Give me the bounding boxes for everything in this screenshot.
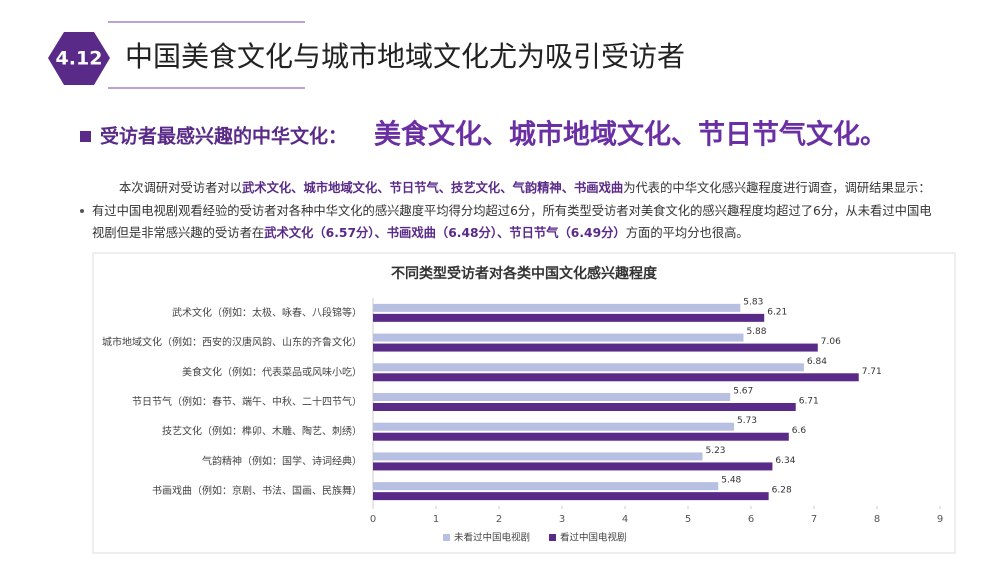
bullet: 有过中国电视剧观看经验的受访者对各种中华文化的感兴趣度平均得分均超过6分，所有类…	[92, 200, 942, 244]
bar	[373, 363, 804, 372]
x-tick-label: 0	[370, 514, 376, 525]
y-tick-label: 书画戏曲（例如：京剧、书法、国画、民族舞）	[152, 484, 362, 497]
data-label: 6.71	[799, 397, 819, 407]
data-label: 6.34	[775, 456, 795, 466]
legend-swatch	[443, 534, 450, 541]
data-label: 5.48	[721, 476, 741, 486]
text: 有过中国电视剧观看经验的受访者对各种中华文化的感兴趣度平均得分均超过6分，所有类…	[92, 204, 932, 240]
bar	[373, 373, 859, 382]
legend-label: 未看过中国电视剧	[454, 532, 530, 544]
intro: 本次调研对受访者对以武术文化、城市地域文化、节日节气、技艺文化、气韵精神、书画戏…	[119, 177, 959, 199]
data-label: 5.73	[737, 416, 757, 426]
x-tick-label: 5	[685, 514, 691, 525]
y-tick-label: 气韵精神（例如：国学、诗词经典）	[202, 454, 362, 467]
data-label: 5.23	[705, 446, 725, 456]
text-bold: 武术文化、城市地域文化、节日节气、技艺文化、气韵精神、书画戏曲	[241, 181, 624, 195]
bar	[373, 333, 744, 342]
x-tick-label: 2	[496, 514, 502, 525]
x-tick-label: 9	[937, 514, 943, 525]
bar	[373, 462, 773, 471]
y-tick-label: 城市地域文化（例如：西安的汉唐风韵、山东的齐鲁文化）	[102, 336, 362, 349]
chart-title: 不同类型受访者对各类中国文化感兴趣程度	[391, 265, 658, 282]
square-bullet	[80, 131, 91, 142]
bar	[373, 482, 719, 491]
y-tick-label: 节日节气（例如：春节、端午、中秋、二十四节气）	[132, 395, 362, 408]
subheading: 受访者最感兴趣的中华文化：	[100, 125, 347, 148]
x-tick-label: 7	[811, 514, 817, 525]
data-label: 5.67	[733, 387, 753, 397]
legend-swatch	[549, 534, 557, 541]
data-label: 5.83	[743, 297, 763, 307]
x-tick-label: 3	[559, 514, 565, 525]
text-bold: 武术文化（6.57分）、书画戏曲（6.48分）、节日节气（6.49分）	[264, 226, 626, 240]
bar	[373, 492, 769, 501]
bar	[373, 393, 731, 401]
bullet-dot	[80, 209, 84, 213]
badge	[48, 32, 110, 85]
chart-frame	[92, 252, 956, 554]
x-tick-label: 4	[622, 514, 628, 525]
bar	[373, 432, 789, 441]
data-label: 7.06	[821, 337, 841, 347]
data-label: 6.28	[772, 486, 792, 496]
data-label: 6.84	[807, 357, 827, 367]
y-tick-label: 武术文化（例如：太极、咏春、八段锦等）	[172, 306, 362, 319]
data-label: 6.6	[792, 426, 807, 436]
x-tick-label: 6	[748, 514, 754, 525]
text: 方面的平均分也很高。	[625, 226, 749, 240]
data-label: 7.71	[862, 367, 882, 377]
y-tick-label: 技艺文化（例如：榫卯、木雕、陶艺、刺绣）	[162, 425, 362, 438]
bar	[373, 313, 765, 322]
x-tick-label: 1	[433, 514, 439, 525]
data-label: 5.88	[746, 327, 766, 337]
text: 为代表的中华文化感兴趣程度进行调查，调研结果显示：	[623, 181, 931, 195]
x-tick-label: 8	[874, 514, 880, 525]
page-title: 中国美食文化与城市地域文化尤为吸引受访者	[125, 40, 685, 73]
y-tick-label: 美食文化（例如：代表菜品或风味小吃）	[182, 365, 362, 378]
badge-label: 4.12	[56, 48, 103, 70]
bar	[373, 343, 818, 352]
legend-label: 看过中国电视剧	[560, 532, 627, 544]
data-label: 6.21	[767, 307, 787, 317]
bar	[373, 403, 796, 411]
bar	[373, 452, 703, 461]
bar	[373, 422, 734, 431]
bar	[373, 303, 741, 312]
subheading-highlight: 美食文化、城市地域文化、节日节气文化。	[374, 119, 887, 151]
text: 本次调研对受访者对以	[119, 181, 242, 195]
